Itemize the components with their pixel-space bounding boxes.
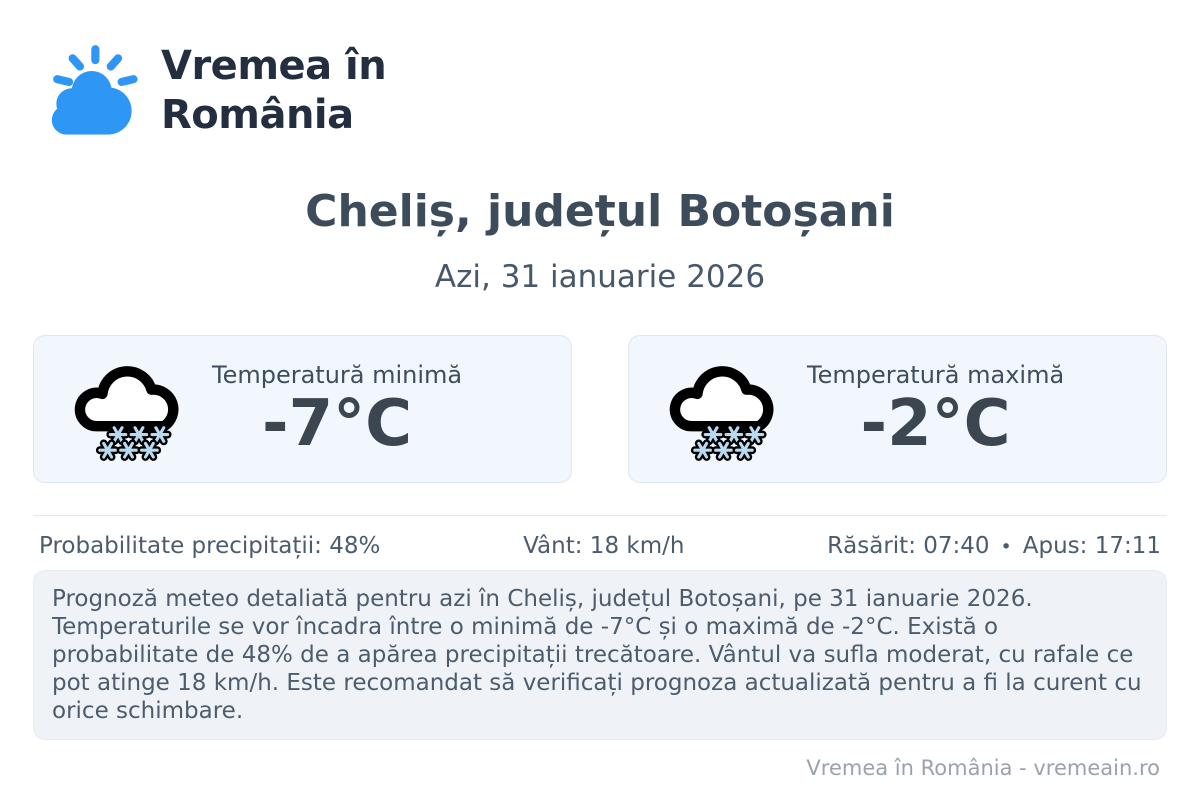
page-subtitle: Azi, 31 ianuarie 2026 bbox=[434, 259, 766, 295]
min-temperature-text: Temperatură minimă -7°C bbox=[212, 361, 462, 457]
min-temperature-value: -7°C bbox=[262, 386, 413, 461]
dot-separator: • bbox=[1000, 536, 1012, 558]
footer: Vremea în România - vremeain.ro bbox=[33, 756, 1167, 780]
temperature-cards: Temperatură minimă -7°C Temperatură maxi… bbox=[33, 335, 1167, 483]
logo-text-line1: Vremea în bbox=[161, 43, 387, 89]
sunrise-stat: Răsărit: 07:40 bbox=[827, 533, 990, 559]
sunset-stat: Apus: 17:11 bbox=[1022, 533, 1161, 559]
max-temperature-card: Temperatură maximă -2°C bbox=[628, 335, 1167, 483]
precipitation-stat: Probabilitate precipitații: 48% bbox=[39, 533, 381, 559]
logo: Vremea în România bbox=[39, 0, 1167, 140]
stats-bar: Probabilitate precipitații: 48% Vânt: 18… bbox=[33, 515, 1167, 559]
forecast-text: Prognoză meteo detaliată pentru azi în C… bbox=[52, 586, 1142, 724]
wind-stat: Vânt: 18 km/h bbox=[523, 533, 685, 559]
page-title: Cheliș, județul Botoșani bbox=[305, 186, 895, 237]
snow-cloud-icon bbox=[663, 353, 783, 466]
sun-times-stat: Răsărit: 07:40 • Apus: 17:11 bbox=[827, 533, 1161, 559]
sun-cloud-logo-icon bbox=[51, 45, 138, 135]
max-temperature-value: -2°C bbox=[860, 386, 1011, 461]
footer-credit: Vremea în România - vremeain.ro bbox=[806, 756, 1160, 780]
max-temperature-text: Temperatură maximă -2°C bbox=[807, 361, 1064, 457]
logo-text: Vremea în România bbox=[161, 42, 387, 140]
max-temperature-label: Temperatură maximă bbox=[807, 360, 1065, 389]
forecast-panel: Prognoză meteo detaliată pentru azi în C… bbox=[33, 570, 1167, 740]
min-temperature-card: Temperatură minimă -7°C bbox=[33, 335, 572, 483]
logo-text-line2: România bbox=[161, 92, 354, 138]
snow-cloud-icon bbox=[68, 353, 188, 466]
min-temperature-label: Temperatură minimă bbox=[212, 360, 463, 389]
